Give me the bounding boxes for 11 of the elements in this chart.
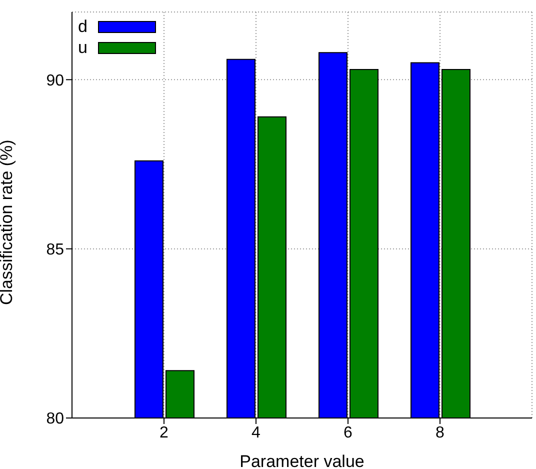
x-tick-label: 6 (344, 424, 353, 442)
legend-label: d (78, 16, 88, 36)
y-axis-title: Classification rate (%) (0, 140, 16, 305)
legend-label: u (78, 38, 88, 58)
x-tick-label: 8 (436, 424, 445, 442)
x-tick-label: 4 (252, 424, 261, 442)
y-tick-label: 85 (46, 242, 64, 259)
x-tick-label: 2 (160, 424, 169, 442)
y-tick-label: 90 (46, 72, 64, 90)
x-axis-title: Parameter value (240, 452, 364, 469)
y-tick-label: 80 (46, 410, 64, 428)
